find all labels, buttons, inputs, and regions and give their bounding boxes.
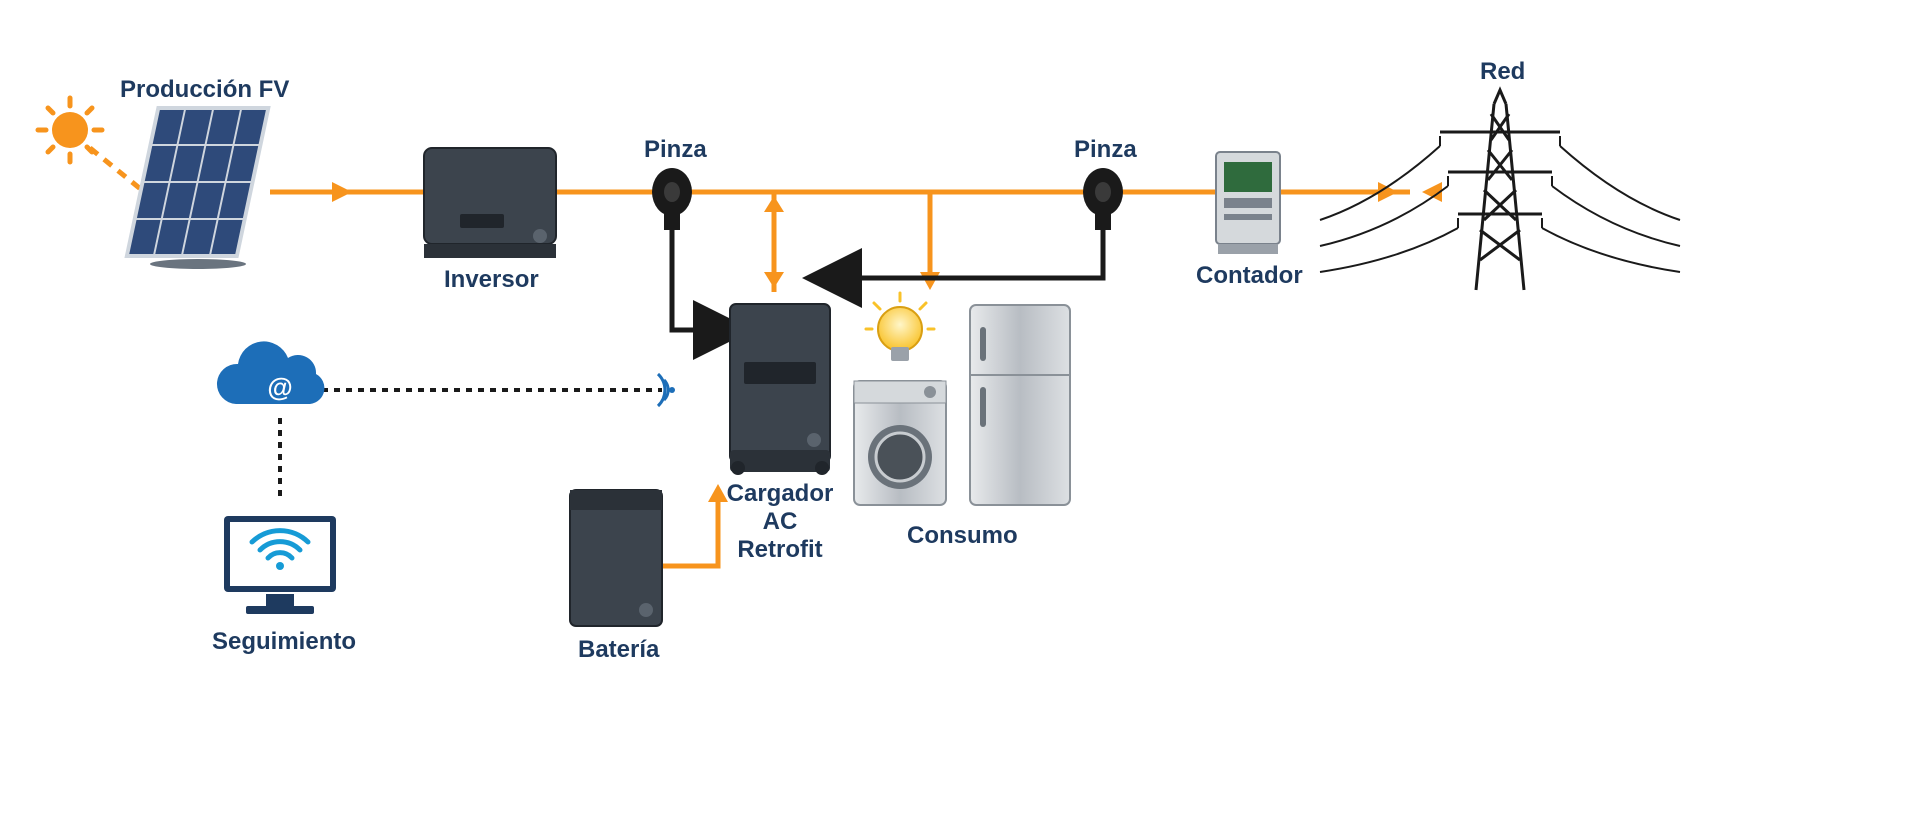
label-grid: Red <box>1480 58 1525 86</box>
label-inverter: Inversor <box>444 266 539 294</box>
label-charger: Cargador AC Retrofit <box>710 480 850 564</box>
label-consumption: Consumo <box>907 522 1018 550</box>
meter-icon <box>1216 152 1280 254</box>
battery-icon <box>570 490 662 626</box>
fridge-icon <box>970 305 1070 505</box>
diagram-canvas: @ <box>0 0 1920 820</box>
label-pv: Producción FV <box>120 76 289 104</box>
consumption-group <box>854 293 1070 505</box>
edge-sun-panel <box>90 148 148 195</box>
svg-text:@: @ <box>267 372 292 402</box>
monitor-icon <box>224 516 336 614</box>
sun-icon <box>38 98 102 162</box>
pv-panel-icon <box>127 108 268 269</box>
label-monitor: Seguimiento <box>212 628 356 656</box>
label-clamp2: Pinza <box>1074 136 1137 164</box>
inverter-icon <box>424 148 556 258</box>
edge-clamp2-charger <box>822 230 1103 278</box>
arrow-up-icon <box>764 196 784 212</box>
clamp1-icon <box>652 168 692 230</box>
arrow-bus-1 <box>332 182 352 202</box>
label-meter: Contador <box>1196 262 1303 290</box>
clamp2-icon <box>1083 168 1123 230</box>
arrow-consumption-icon <box>920 272 940 290</box>
lightbulb-icon <box>866 293 934 361</box>
label-battery: Batería <box>578 636 659 664</box>
arrow-down-icon <box>764 272 784 288</box>
edge-clamp1-charger <box>672 230 733 330</box>
charger-icon <box>730 304 830 475</box>
cloud-icon: @ <box>217 341 324 404</box>
washing-machine-icon <box>854 381 946 505</box>
label-clamp1: Pinza <box>644 136 707 164</box>
